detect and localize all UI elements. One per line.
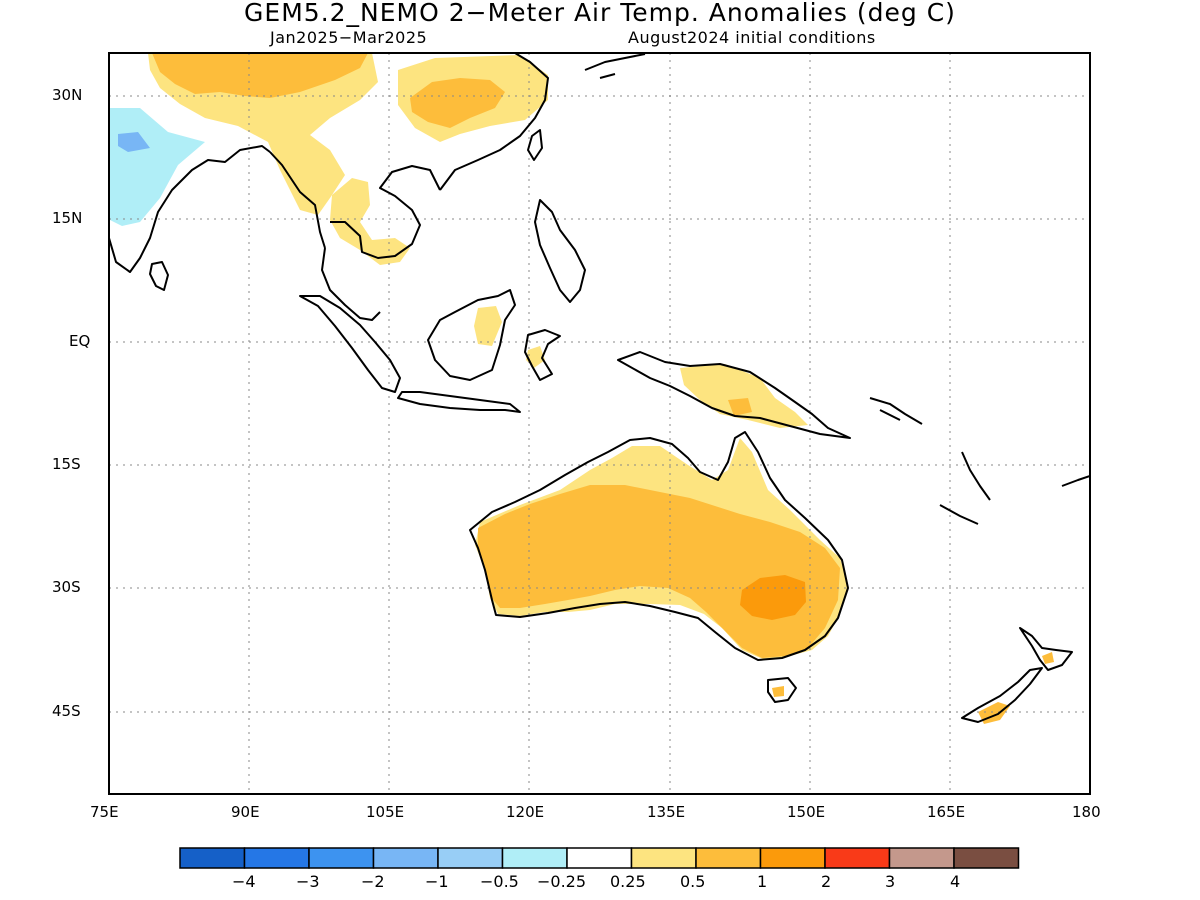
colorbar-label: 0.25 <box>610 872 646 891</box>
anomaly-tibet-core <box>152 53 368 98</box>
colorbar-swatch <box>437 847 504 869</box>
anomaly-tasmania-warm <box>772 686 784 697</box>
colorbar-swatch <box>759 847 826 869</box>
lon-label: 165E <box>927 803 966 821</box>
colorbar-label: −0.25 <box>537 872 587 891</box>
anomaly-new-guinea-core <box>728 398 752 416</box>
coast-philippines <box>534 199 586 303</box>
colorbar-swatch <box>243 847 310 869</box>
colorbar-swatch <box>566 847 633 869</box>
anomaly-india-cool-core <box>118 132 150 152</box>
coast-malay-peninsula <box>321 247 381 321</box>
plot-frame <box>108 52 1091 795</box>
colorbar-swatch <box>695 847 762 869</box>
colorbar-swatch <box>308 847 375 869</box>
grid-lines <box>109 53 1090 794</box>
coast-south-asia <box>109 145 271 273</box>
coast-sulawesi <box>524 329 561 381</box>
lon-label: 135E <box>647 803 686 821</box>
coast-solomon-islands <box>869 397 923 425</box>
colorbar-label: −0.5 <box>480 872 519 891</box>
coast-java <box>397 391 521 413</box>
map-area <box>109 53 1090 794</box>
colorbar-label: 2 <box>821 872 832 891</box>
anomaly-new-guinea-warm <box>680 364 808 428</box>
colorbar-swatch <box>888 847 955 869</box>
colorbar-label: −1 <box>425 872 449 891</box>
lat-label: 30N <box>52 86 83 104</box>
colorbar-swatch <box>953 847 1020 869</box>
lat-label: EQ <box>69 332 91 350</box>
lon-label: 180 <box>1072 803 1101 821</box>
anomaly-tibet-warm <box>148 53 378 215</box>
lon-label: 105E <box>366 803 405 821</box>
colorbar-label: 4 <box>950 872 961 891</box>
colorbar-label: −2 <box>361 872 385 891</box>
anomaly-southeast-australia-core <box>740 575 806 620</box>
forecast-period: Jan2025−Mar2025 <box>270 28 428 47</box>
colorbar-swatch <box>372 847 439 869</box>
coast-indochina <box>330 165 441 259</box>
colorbar-swatch <box>501 847 568 869</box>
colorbar-swatch <box>179 847 246 869</box>
coast-fiji <box>1061 475 1090 487</box>
lon-label: 75E <box>90 803 119 821</box>
colorbar-label: 3 <box>885 872 896 891</box>
coast-vanuatu <box>961 451 991 501</box>
lat-label: 15N <box>52 209 83 227</box>
coast-new-guinea <box>617 351 851 439</box>
coast-tasmania <box>767 677 797 703</box>
coast-borneo <box>427 289 516 381</box>
colorbar-label: 1 <box>757 872 768 891</box>
coast-china <box>439 53 549 191</box>
coast-myanmar <box>269 151 326 249</box>
anomaly-australia-core <box>478 485 840 658</box>
lat-label: 30S <box>52 578 81 596</box>
colorbar <box>179 847 1020 869</box>
lon-label: 90E <box>231 803 260 821</box>
coast-new-caledonia <box>939 504 979 525</box>
lat-label: 15S <box>52 455 81 473</box>
coast-japan <box>584 53 646 79</box>
colorbar-label: −4 <box>232 872 256 891</box>
coast-sumatra <box>299 295 401 393</box>
colorbar-label: −3 <box>296 872 320 891</box>
lon-label: 120E <box>506 803 545 821</box>
coastlines <box>109 53 1090 723</box>
coast-sri-lanka <box>149 261 169 291</box>
lon-label: 150E <box>787 803 826 821</box>
anomaly-borneo-warm <box>474 306 502 346</box>
anomaly-indochina-warm <box>330 178 410 265</box>
initial-conditions: August2024 initial conditions <box>628 28 876 47</box>
anomaly-india-cool <box>110 108 205 226</box>
coast-new-zealand-north <box>1019 627 1073 671</box>
coast-taiwan <box>527 129 543 161</box>
anomaly-china-core <box>410 78 505 128</box>
anomaly-new-zealand-north <box>1042 652 1054 664</box>
lat-label: 45S <box>52 702 81 720</box>
colorbar-swatch <box>824 847 891 869</box>
coast-australia <box>469 431 849 661</box>
colorbar-swatch <box>630 847 697 869</box>
colorbar-label: 0.5 <box>680 872 706 891</box>
chart-title: GEM5.2_NEMO 2−Meter Air Temp. Anomalies … <box>244 0 956 27</box>
coast-new-zealand-south <box>961 667 1043 723</box>
